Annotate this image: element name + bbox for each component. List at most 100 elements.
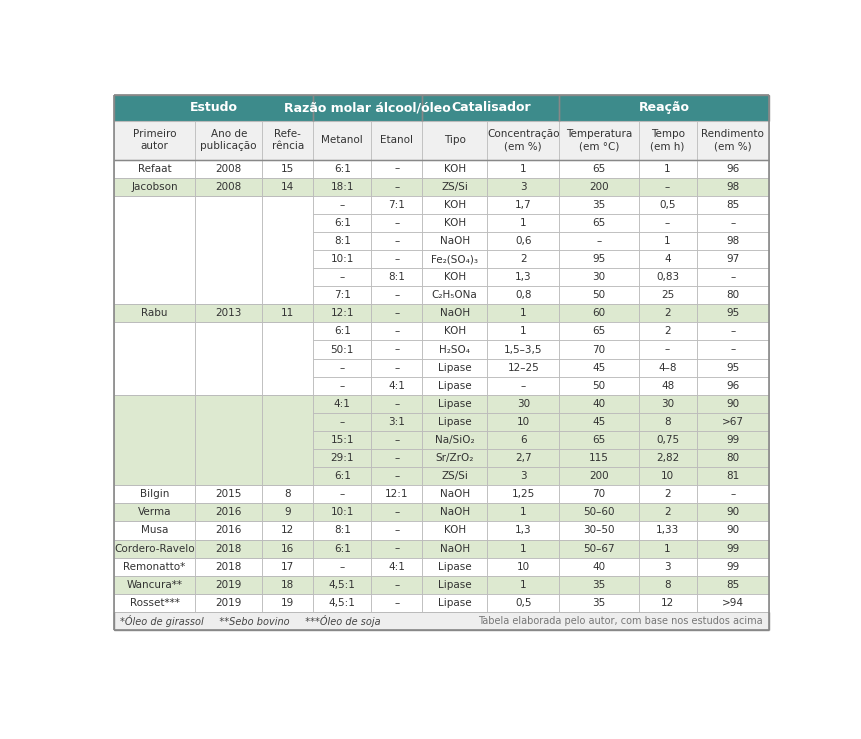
Bar xyxy=(487,395,560,413)
Bar xyxy=(371,486,422,503)
Text: Jacobson: Jacobson xyxy=(131,182,178,191)
Text: 15:1: 15:1 xyxy=(331,435,354,445)
Bar xyxy=(487,250,560,268)
Bar xyxy=(639,358,697,377)
Text: ZS/Si: ZS/Si xyxy=(441,182,468,191)
Bar xyxy=(371,304,422,322)
Bar xyxy=(114,160,195,177)
Bar xyxy=(114,95,313,121)
Text: Verma: Verma xyxy=(138,508,171,517)
Bar xyxy=(371,558,422,576)
Bar xyxy=(422,377,487,395)
Text: –: – xyxy=(394,344,400,355)
Bar xyxy=(422,449,487,467)
Text: –: – xyxy=(730,272,735,282)
Text: 2019: 2019 xyxy=(215,598,242,608)
Bar xyxy=(697,467,769,486)
Text: 2: 2 xyxy=(664,489,671,500)
Bar xyxy=(697,413,769,431)
Text: –: – xyxy=(394,453,400,463)
Bar xyxy=(371,121,422,160)
Bar xyxy=(114,304,195,322)
Bar xyxy=(560,214,639,232)
Text: Rabu: Rabu xyxy=(141,308,168,319)
Bar xyxy=(639,286,697,304)
Text: 6:1: 6:1 xyxy=(334,471,350,481)
Text: 35: 35 xyxy=(592,580,605,590)
Bar xyxy=(560,539,639,558)
Bar xyxy=(697,576,769,594)
Bar xyxy=(697,449,769,467)
Text: 2,7: 2,7 xyxy=(515,453,531,463)
Text: Bilgin: Bilgin xyxy=(139,489,169,500)
Bar xyxy=(263,196,313,304)
Text: –: – xyxy=(394,182,400,191)
Bar xyxy=(195,322,263,395)
Bar xyxy=(263,486,313,503)
Bar xyxy=(422,594,487,612)
Text: 1: 1 xyxy=(520,163,527,174)
Text: 7:1: 7:1 xyxy=(334,290,350,300)
Bar xyxy=(371,395,422,413)
Bar xyxy=(195,304,263,322)
Text: –: – xyxy=(339,381,345,391)
Bar xyxy=(313,377,371,395)
Bar xyxy=(195,594,263,612)
Text: 7:1: 7:1 xyxy=(388,200,406,210)
Bar xyxy=(422,503,487,522)
Bar xyxy=(422,196,487,214)
Bar xyxy=(487,322,560,341)
Text: Temperatura
(em °C): Temperatura (em °C) xyxy=(566,129,632,151)
Bar xyxy=(487,196,560,214)
Bar xyxy=(697,160,769,177)
Text: Na/SiO₂: Na/SiO₂ xyxy=(435,435,474,445)
Text: 35: 35 xyxy=(592,200,605,210)
Bar xyxy=(195,576,263,594)
Text: –: – xyxy=(394,598,400,608)
Text: 90: 90 xyxy=(726,399,740,409)
Text: KOH: KOH xyxy=(443,200,466,210)
Text: 70: 70 xyxy=(592,489,605,500)
Text: 1,33: 1,33 xyxy=(656,525,679,536)
Bar xyxy=(487,576,560,594)
Text: 80: 80 xyxy=(726,290,740,300)
Text: 8:1: 8:1 xyxy=(334,236,350,246)
Bar xyxy=(371,522,422,539)
Bar xyxy=(313,431,371,449)
Text: 99: 99 xyxy=(726,544,740,554)
Text: Rendimento
(em %): Rendimento (em %) xyxy=(701,129,764,151)
Bar xyxy=(422,413,487,431)
Bar xyxy=(313,395,371,413)
Bar xyxy=(371,232,422,250)
Text: KOH: KOH xyxy=(443,272,466,282)
Text: 50:1: 50:1 xyxy=(331,344,354,355)
Bar xyxy=(263,121,313,160)
Text: –: – xyxy=(394,236,400,246)
Text: –: – xyxy=(394,327,400,336)
Text: 4:1: 4:1 xyxy=(388,381,406,391)
Text: 0,6: 0,6 xyxy=(515,236,531,246)
Text: –: – xyxy=(394,525,400,536)
Text: 3: 3 xyxy=(520,182,527,191)
Text: 40: 40 xyxy=(592,562,605,572)
Text: 85: 85 xyxy=(726,580,740,590)
Text: KOH: KOH xyxy=(443,327,466,336)
Bar xyxy=(697,341,769,358)
Bar xyxy=(639,304,697,322)
Text: 12–25: 12–25 xyxy=(507,363,539,372)
Text: 1: 1 xyxy=(520,544,527,554)
Text: 50: 50 xyxy=(592,381,605,391)
Bar xyxy=(487,214,560,232)
Bar xyxy=(487,413,560,431)
Bar xyxy=(639,539,697,558)
Text: 25: 25 xyxy=(661,290,674,300)
Bar xyxy=(639,486,697,503)
Text: 1: 1 xyxy=(664,236,671,246)
Bar xyxy=(195,121,263,160)
Text: 12:1: 12:1 xyxy=(385,489,408,500)
Text: Metanol: Metanol xyxy=(321,135,363,146)
Text: –: – xyxy=(394,308,400,319)
Bar xyxy=(422,395,487,413)
Bar xyxy=(195,558,263,576)
Bar xyxy=(639,594,697,612)
